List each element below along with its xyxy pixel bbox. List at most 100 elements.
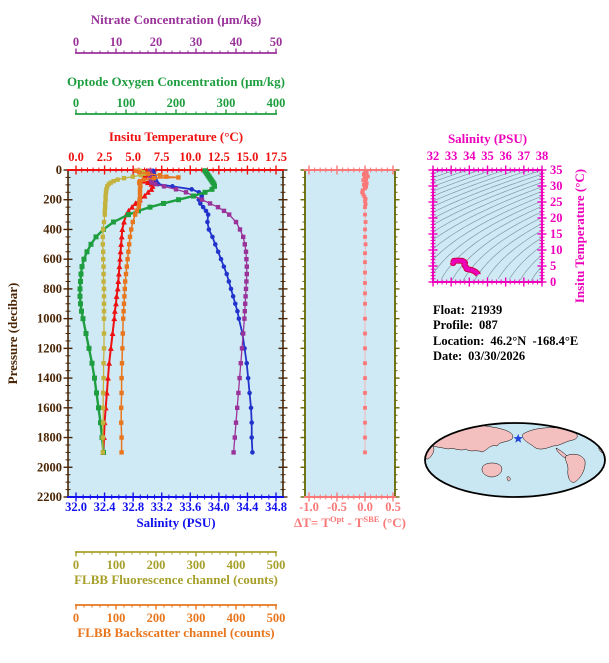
nitrate-tick-label: 30 <box>190 35 203 49</box>
salinity-axis: 32.0 32.4 32.8 33.2 33.6 34.0 34.4 34.8 Salinity… <box>65 492 287 530</box>
delta-tick-label: -0.5 <box>327 500 347 514</box>
float-location-star <box>513 433 523 443</box>
ts_salinity-tick-label: 37 <box>518 149 531 163</box>
ts_salinity-tick-label: 38 <box>536 149 549 163</box>
nitrate-axis-title: Nitrate Concentration (μm/kg) <box>91 12 262 27</box>
temperature-tick-label: 0.0 <box>68 150 84 164</box>
delta-tick-label: -1.0 <box>299 500 319 514</box>
salinity-tick-label: 32.8 <box>122 500 144 514</box>
pressure-tick-label: 1800 <box>37 431 62 445</box>
profile-series <box>77 167 255 455</box>
ts_salinity-tick-label: 34 <box>463 149 476 163</box>
backscatter-tick-label: 100 <box>107 611 126 625</box>
date-value: 03/30/2026 <box>468 349 526 364</box>
ts-salinity-axis-top: 32 33 34 35 36 37 38 Salinity (PSU) <box>427 131 549 175</box>
ts-temperature-axis: 0 5 10 15 20 25 30 35 Insitu Temperature (°C) <box>428 163 587 303</box>
ts-chart: 32 33 34 35 36 37 38 Salinity (PSU) 0 5 10 15 20 25 30… <box>427 131 587 303</box>
backscatter-tick-label: 300 <box>187 611 206 625</box>
oxygen-tick-label: 400 <box>267 96 286 110</box>
pressure-tick-label: 1600 <box>37 401 62 415</box>
salinity-tick-label: 33.2 <box>151 500 173 514</box>
ts-temperature-tick-label: 15 <box>550 227 563 241</box>
fluorescence-tick-label: 200 <box>147 558 166 572</box>
temperature-tick-label: 10.0 <box>179 150 201 164</box>
profile-label: Profile: <box>433 318 474 333</box>
delta-axis-title: ΔT= TOpt - TSBE (°C) <box>294 514 406 530</box>
ts-temperature-tick-label: 30 <box>550 179 563 193</box>
fluorescence-tick-label: 0 <box>73 558 79 572</box>
pressure-tick-label: 1400 <box>37 371 62 385</box>
main-profile-chart: 0.0 2.5 5.0 7.5 10.0 12.5 15.0 17.5 Insitu Tempe… <box>5 129 288 530</box>
temperature-tick-label: 5.0 <box>125 150 141 164</box>
temperature-tick-label: 7.5 <box>154 150 170 164</box>
pressure-tick-label: 1200 <box>37 341 62 355</box>
world-map <box>424 422 606 498</box>
temperature-axis: 0.0 2.5 5.0 7.5 10.0 12.5 15.0 17.5 Insitu Tempe… <box>68 129 287 175</box>
fluorescence-tick-label: 400 <box>227 558 246 572</box>
profile-info-row: Profile: 087 <box>433 318 578 333</box>
backscatter-tick-label: 200 <box>147 611 166 625</box>
ts_salinity-tick-label: 32 <box>427 149 440 163</box>
ts-profile-curve <box>449 257 481 278</box>
stacked-x-axes: 0 10 20 30 40 50 Nitrate Concentration (μm/kg)… <box>67 12 285 640</box>
salinity-tick-label: 33.6 <box>179 500 201 514</box>
temperature-tick-label: 2.5 <box>97 150 113 164</box>
backscatter-tick-label: 500 <box>267 611 286 625</box>
oxygen-tick-label: 0 <box>73 96 79 110</box>
pressure-tick-label: 1000 <box>37 312 62 326</box>
float-info-row: Float: 21939 <box>433 303 578 318</box>
nitrate-tick-label: 0 <box>73 35 79 49</box>
oxygen-tick-label: 100 <box>117 96 136 110</box>
ts-temperature-tick-label: 0 <box>550 275 556 289</box>
fluorescence-tick-label: 300 <box>187 558 206 572</box>
pressure-tick-label: 400 <box>43 222 62 236</box>
ts-temperature-tick-label: 20 <box>550 211 563 225</box>
float-info: Float: 21939 Profile: 087 Location: 46.2°N … <box>433 303 578 365</box>
nitrate-axis: 0 10 20 30 40 50 Nitrate Concentration (μm/kg) <box>73 12 283 54</box>
pressure-tick-label: 2200 <box>37 490 62 504</box>
backscatter-tick-label: 0 <box>73 611 79 625</box>
date-label: Date: <box>433 349 463 364</box>
pressure-tick-label: 2000 <box>37 460 62 474</box>
fluorescence-axis-title: FLBB Fluorescence channel (counts) <box>74 572 278 587</box>
ts_salinity-tick-label: 36 <box>499 149 512 163</box>
fluorescence-tick-label: 100 <box>107 558 126 572</box>
float-label: Float: <box>433 303 465 317</box>
series-nitrate <box>147 168 249 455</box>
backscatter-tick-label: 400 <box>227 611 246 625</box>
temperature-tick-label: 17.5 <box>265 150 287 164</box>
delta-t-chart: -1.0 -0.5 0.0 0.5ΔT= TOpt - TSBE (°C) <box>294 165 406 530</box>
delta-tick-label: 0.5 <box>385 500 401 514</box>
nitrate-tick-label: 40 <box>230 35 243 49</box>
ts_salinity-tick-label: 33 <box>445 149 458 163</box>
salinity-tick-label: 34.8 <box>265 500 287 514</box>
series-backscatter <box>119 168 181 455</box>
pressure-tick-label: 0 <box>56 163 62 177</box>
ts-temperature-tick-label: 25 <box>550 195 563 209</box>
float-value: 21939 <box>470 303 503 317</box>
temperature-tick-label: 15.0 <box>236 150 258 164</box>
oxygen-axis: 0 100 200 300 400 Optode Oxygen Concentration… <box>67 74 286 115</box>
ts_salinity-axis-title: Salinity (PSU) <box>448 131 527 146</box>
backscatter-axis-title: FLBB Backscatter channel (counts) <box>77 625 274 640</box>
location-label: Location: <box>433 333 485 348</box>
ts-temperature-tick-label: 35 <box>550 163 563 177</box>
series-delta-t <box>360 168 370 455</box>
oxygen-axis-title: Optode Oxygen Concentration (μm/kg) <box>67 74 285 89</box>
salinity-tick-label: 32.4 <box>94 500 117 514</box>
ts-temperature-tick-label: 10 <box>550 243 563 257</box>
salinity-tick-label: 34.4 <box>236 500 259 514</box>
temperature-tick-label: 12.5 <box>208 150 230 164</box>
temperature-axis-title: Insitu Temperature (°C) <box>109 129 243 144</box>
pressure-tick-label: 600 <box>43 252 62 266</box>
pressure-tick-label: 800 <box>43 282 62 296</box>
series-oxygen <box>77 168 217 455</box>
pressure-axis-title: Pressure (decibar) <box>5 283 20 385</box>
nitrate-tick-label: 50 <box>270 35 283 49</box>
nitrate-tick-label: 20 <box>150 35 163 49</box>
location-info-row: Location: 46.2°N -168.4°E <box>433 334 578 349</box>
